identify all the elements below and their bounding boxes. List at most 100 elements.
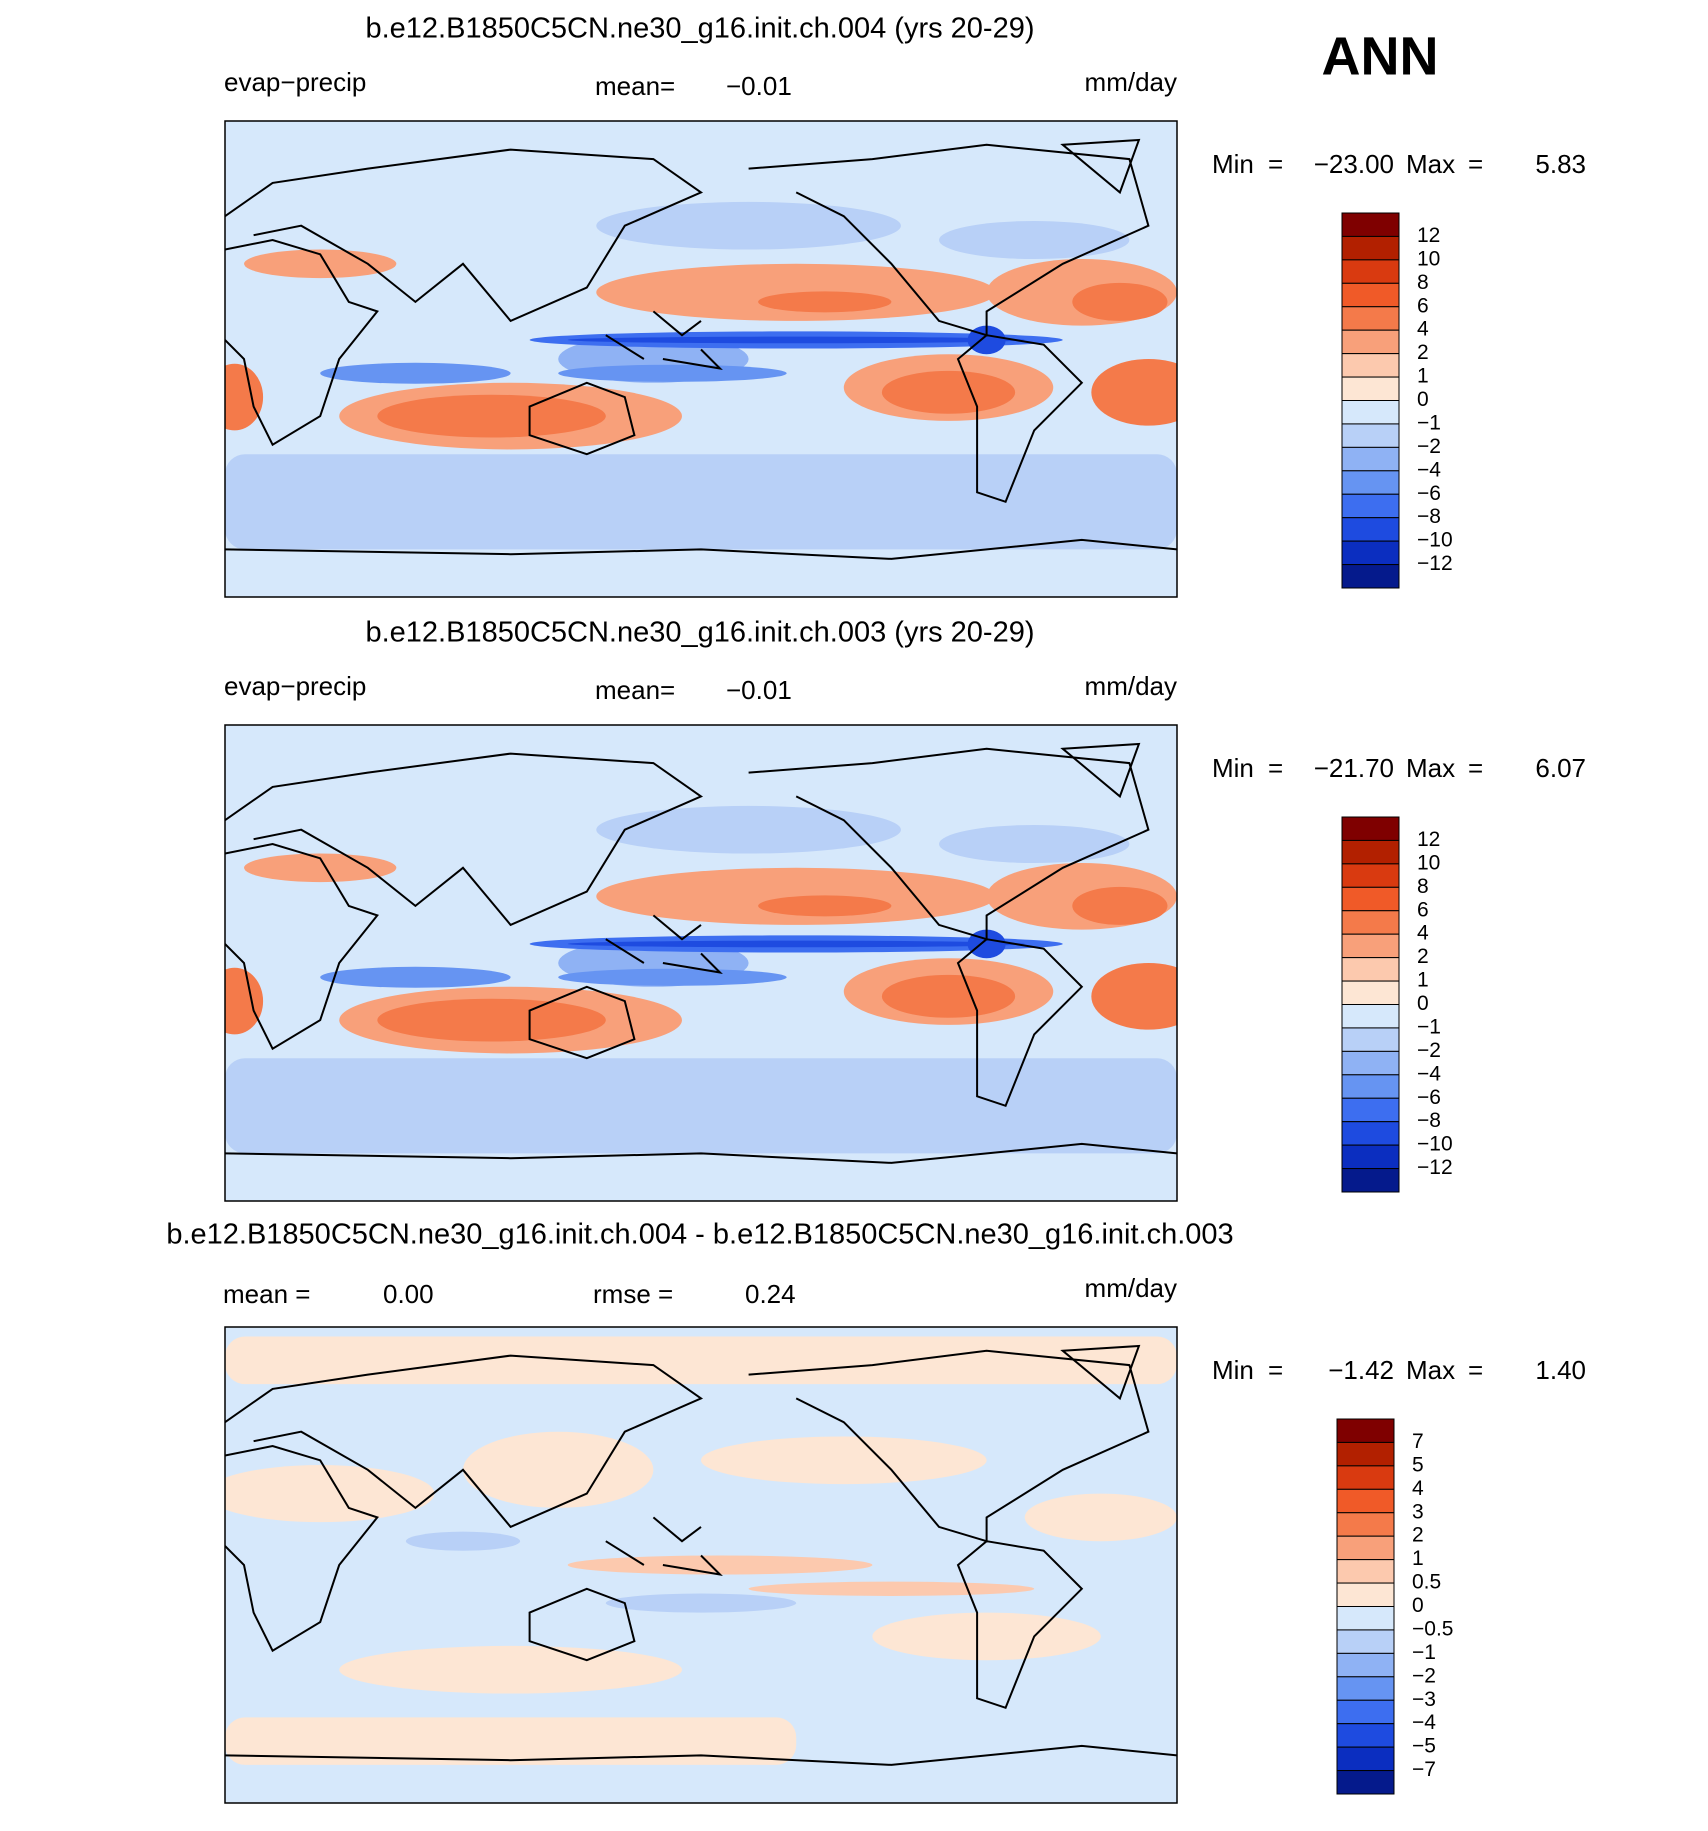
colorbar-label: −8 [1417,505,1441,528]
colorbar-box [1341,400,1400,425]
colorbar-label: −6 [1417,482,1441,505]
coastline [528,1587,636,1662]
coastline [1060,138,1141,195]
contour-region [872,1612,1101,1661]
panel: b.e12.B1850C5CN.ne30_g16.init.ch.004 - b… [166,1219,1586,1804]
min-value: −21.70 [1314,753,1394,783]
contour-region [596,805,901,854]
colorbar-label: −4 [1417,458,1441,481]
contour-region [567,336,1025,344]
max-value: 6.07 [1535,753,1586,783]
coastline [225,238,379,447]
colorbar-label: −7 [1412,1758,1436,1781]
colorbar-box [1341,933,1400,959]
colorbar-box [1336,1676,1395,1701]
coastline [225,752,704,927]
colorbar-box [1341,816,1400,841]
coastline [1060,742,1141,799]
units: mm/day [1085,67,1177,97]
colorbar-label: −1 [1417,411,1441,434]
colorbar-label: 12 [1417,828,1440,851]
coastline [225,1354,704,1529]
panel: b.e12.B1850C5CN.ne30_g16.init.ch.003 (yr… [224,617,1586,1202]
contour-region [377,998,606,1042]
colorbar-label: −6 [1417,1086,1441,1109]
colorbar-label: −4 [1412,1711,1436,1734]
stat-label: mean= [595,71,675,101]
contour-region [558,968,787,986]
map-frame [224,724,1178,1202]
contour-region [938,824,1130,864]
colorbar-box [1341,423,1400,448]
colorbar-box [1336,1606,1395,1631]
colorbar-label: 6 [1417,898,1429,921]
colorbar-box [1336,1582,1395,1607]
colorbar-label: −5 [1412,1735,1436,1758]
stat-label: mean = [223,1279,310,1309]
colorbar-box [1341,353,1400,378]
panel: b.e12.B1850C5CN.ne30_g16.init.ch.004 (yr… [224,13,1586,598]
contour-region [567,940,1025,948]
contour-region [567,1555,873,1575]
colorbar-box [1341,1004,1400,1029]
colorbar-box [1336,1418,1395,1443]
stat-label: rmse = [593,1279,673,1309]
colorbar-label: 1 [1417,969,1429,992]
colorbar-label: 10 [1417,247,1440,270]
max-value: 1.40 [1535,1355,1586,1385]
colorbar-label: −4 [1417,1062,1441,1085]
contour-region [605,1593,797,1613]
colorbar-box [1341,259,1400,284]
colorbar-box [1341,306,1400,331]
contour-region [748,1581,1035,1596]
coastline [225,1744,1177,1766]
colorbar-label: 1 [1412,1547,1424,1570]
colorbar-box [1341,839,1400,865]
colorbar-label: 5 [1412,1453,1424,1476]
contour-region [596,201,901,250]
min-equals: = [1268,149,1283,179]
colorbar-label: 8 [1417,875,1429,898]
contour-region [701,1436,987,1485]
colorbar-label: 7 [1412,1430,1424,1453]
contour-region [1091,963,1177,1030]
coastline [605,1516,723,1576]
colorbar-box [1341,470,1400,495]
contour-region [1072,886,1168,925]
colorbar-box [1336,1535,1395,1561]
field-label: evap−precip [224,671,366,701]
colorbar-box [1341,863,1400,888]
coastline [225,1444,379,1653]
min-value: −23.00 [1314,149,1394,179]
max-label: Max [1406,753,1455,783]
colorbar-box [1341,1050,1400,1076]
colorbar-box [1341,540,1400,566]
contour-band [225,1058,1177,1154]
colorbar-label: −10 [1417,529,1453,552]
coastline [748,143,1150,337]
contour-region [320,362,511,384]
colorbar-box [1341,886,1400,912]
panel-title: b.e12.B1850C5CN.ne30_g16.init.ch.004 (yr… [365,13,1034,45]
coastline [956,1540,1084,1710]
coastline [748,1349,1150,1543]
colorbar-label: 0.5 [1412,1571,1441,1594]
min-equals: = [1268,753,1283,783]
contour-band [225,1717,797,1765]
coastline [528,381,636,456]
colorbar-box [1341,910,1400,935]
map [224,724,1178,1202]
contour-region [881,974,1016,1018]
colorbar-label: 12 [1417,224,1440,247]
contour-region [225,967,264,1035]
colorbar-label: −2 [1417,1039,1441,1062]
contour-region [758,291,892,313]
contour-region [320,966,511,988]
contour-region [377,394,606,438]
colorbar-label: −0.5 [1412,1617,1453,1640]
colorbar-label: 0 [1417,992,1429,1015]
min-label: Min [1212,149,1254,179]
coastline [225,842,379,1051]
season-label: ANN [1322,26,1439,86]
